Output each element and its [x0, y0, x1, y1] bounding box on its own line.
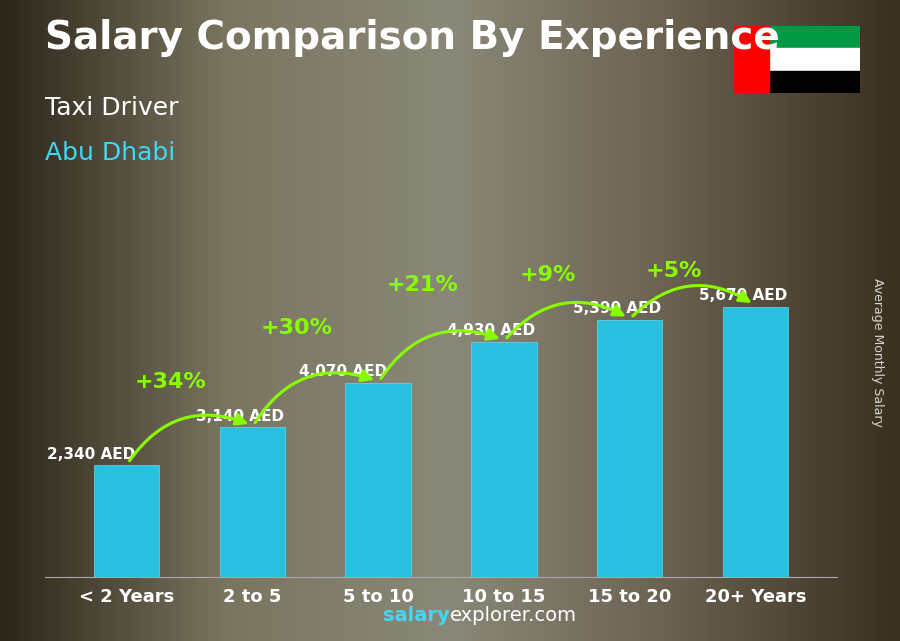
- Text: 3,140 AED: 3,140 AED: [196, 408, 284, 424]
- Text: 4,070 AED: 4,070 AED: [299, 364, 387, 379]
- Bar: [723, 307, 788, 577]
- Bar: [94, 465, 159, 577]
- Text: +34%: +34%: [135, 372, 207, 392]
- Bar: [472, 342, 536, 577]
- Text: +5%: +5%: [645, 261, 702, 281]
- Bar: [734, 26, 769, 93]
- Bar: [769, 71, 860, 93]
- Text: Taxi Driver: Taxi Driver: [45, 96, 178, 120]
- Text: 5,390 AED: 5,390 AED: [573, 301, 661, 317]
- Text: 4,930 AED: 4,930 AED: [447, 323, 536, 338]
- Text: Average Monthly Salary: Average Monthly Salary: [871, 278, 884, 427]
- Bar: [346, 383, 410, 577]
- Bar: [769, 48, 860, 71]
- Text: +9%: +9%: [519, 265, 576, 285]
- Bar: [769, 26, 860, 48]
- Text: 5,670 AED: 5,670 AED: [698, 288, 787, 303]
- Text: +30%: +30%: [260, 318, 332, 338]
- Text: +21%: +21%: [386, 274, 458, 294]
- Text: Salary Comparison By Experience: Salary Comparison By Experience: [45, 19, 779, 57]
- Text: 2,340 AED: 2,340 AED: [48, 447, 136, 462]
- Bar: [220, 428, 285, 577]
- Bar: [597, 320, 662, 577]
- Text: explorer.com: explorer.com: [450, 606, 577, 625]
- Text: Abu Dhabi: Abu Dhabi: [45, 141, 176, 165]
- Text: salary: salary: [383, 606, 450, 625]
